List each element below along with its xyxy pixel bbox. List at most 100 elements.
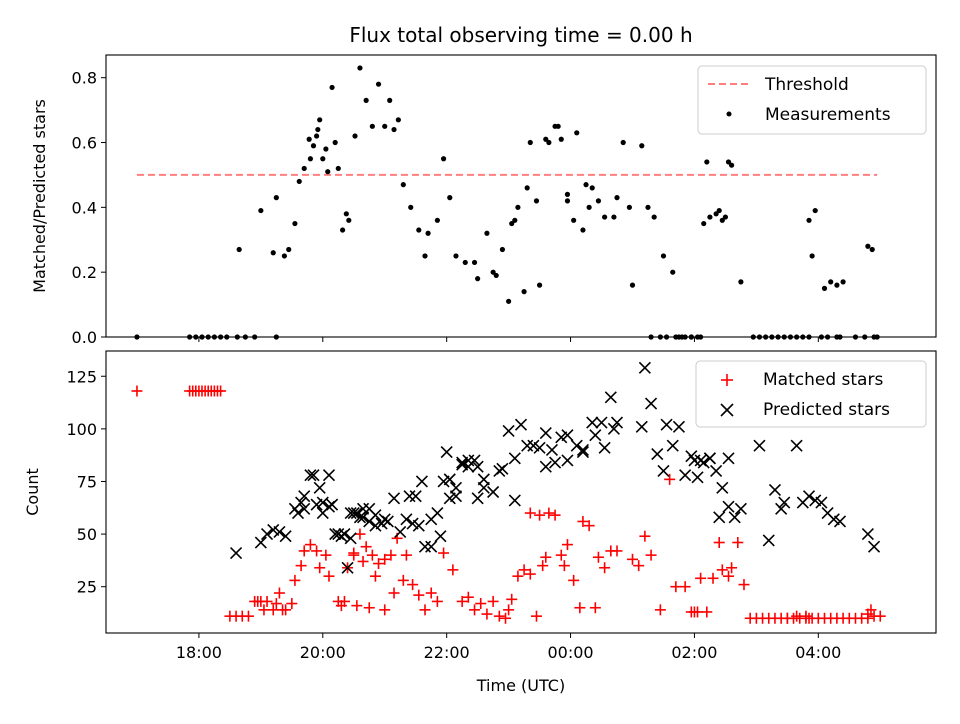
- predicted-star-point: [595, 416, 608, 429]
- measurement-point: [306, 136, 312, 142]
- matched-star-point: [348, 547, 360, 559]
- predicted-star-point: [502, 424, 515, 438]
- matched-star-point: [791, 610, 803, 622]
- matched-star-point: [369, 570, 381, 582]
- predicted-star-point: [604, 391, 617, 404]
- predicted-star-point: [400, 513, 413, 526]
- matched-star-point: [289, 574, 301, 586]
- predicted-star-point: [635, 420, 648, 433]
- predicted-star-point: [273, 525, 286, 539]
- predicted-star-point: [645, 397, 658, 410]
- matched-star-point: [357, 555, 369, 567]
- measurement-point: [270, 250, 276, 256]
- matched-star-point: [645, 549, 657, 561]
- predicted-star-point: [363, 515, 376, 528]
- matched-star-point: [286, 598, 298, 610]
- predicted-star-point: [545, 443, 559, 456]
- predicted-star-point: [768, 483, 782, 496]
- matched-star-point: [577, 515, 589, 527]
- matched-star-point: [323, 570, 335, 582]
- predicted-star-point: [703, 452, 716, 465]
- matched-star-point: [738, 579, 750, 591]
- predicted-star-point: [356, 502, 370, 515]
- matched-star-point: [379, 604, 391, 616]
- matched-star-point: [701, 606, 713, 618]
- predicted-star-point: [694, 454, 707, 467]
- top-panel: 0.00.20.40.60.8 Matched/Predicted stars …: [30, 54, 937, 347]
- predicted-star-point: [867, 540, 881, 553]
- predicted-star-point: [468, 454, 481, 467]
- measurement-point: [310, 143, 317, 149]
- x-tick-label: 22:00: [424, 643, 470, 662]
- matched-star-point: [360, 541, 372, 553]
- predicted-star-point: [688, 454, 701, 467]
- measurement-point: [821, 285, 828, 291]
- x-tick-label: 04:00: [795, 643, 841, 662]
- predicted-star-point: [462, 454, 475, 467]
- matched-star-point: [314, 562, 326, 574]
- predicted-star-point: [487, 485, 500, 499]
- predicted-star-point: [521, 439, 534, 452]
- predicted-star-point: [279, 530, 292, 543]
- measurement-point: [340, 227, 346, 233]
- matched-star-point: [493, 610, 505, 622]
- matched-star-point: [481, 608, 493, 620]
- predicted-star-point: [412, 519, 425, 532]
- top-y-tick-label: 0.8: [72, 69, 97, 88]
- predicted-star-point: [533, 441, 546, 454]
- top-y-tick-label: 0.0: [72, 328, 97, 347]
- measurement-point: [639, 143, 645, 149]
- predicted-star-point: [409, 490, 422, 503]
- predicted-star-point: [230, 546, 243, 560]
- predicted-star-point: [610, 416, 624, 429]
- predicted-star-point: [775, 502, 788, 515]
- measurement-point: [512, 217, 518, 223]
- measurement-point: [425, 230, 431, 236]
- matched-star-point: [561, 539, 573, 551]
- matched-star-point: [500, 612, 512, 624]
- matched-star-point: [304, 539, 316, 551]
- measurement-point: [701, 220, 707, 227]
- predicted-star-point: [344, 532, 357, 545]
- matched-star-point: [540, 551, 552, 563]
- predicted-star-point: [722, 500, 735, 513]
- predicted-star-point: [589, 429, 602, 442]
- predicted-star-point: [753, 439, 766, 452]
- matched-star-point: [599, 562, 611, 574]
- measurement-point: [273, 195, 279, 201]
- top-y-tick-label: 0.2: [72, 263, 97, 282]
- matched-star-point: [537, 560, 549, 572]
- matched-star-point: [438, 547, 450, 559]
- measurement-point: [651, 214, 657, 220]
- predicted-star-point: [326, 498, 339, 511]
- predicted-star-point: [861, 528, 874, 541]
- bottom-x-ticks: 18:00 20:00 22:00 00:00 02:00 04:00: [176, 633, 841, 662]
- bottom-y-tick-label: 100: [66, 420, 97, 439]
- matched-star-point: [716, 564, 728, 576]
- measurement-point: [670, 269, 676, 275]
- top-axes-frame: [105, 54, 937, 338]
- measurement-point: [329, 84, 335, 91]
- top-x-ticks: [198, 337, 819, 342]
- matched-star-point: [512, 570, 524, 582]
- matched-star-point: [524, 568, 536, 580]
- predicted-star-point: [576, 445, 590, 459]
- measurement-point: [447, 195, 453, 201]
- top-legend: Threshold Measurements: [697, 65, 927, 135]
- predicted-star-point: [666, 439, 679, 452]
- measurement-point: [416, 227, 422, 233]
- matched-star-point: [695, 572, 707, 584]
- matched-star-point: [131, 385, 143, 397]
- matched-star-point: [524, 507, 536, 519]
- measurement-point: [834, 282, 840, 288]
- measurement-point: [536, 282, 543, 288]
- matched-star-point: [373, 558, 385, 570]
- predicted-star-point: [304, 469, 317, 482]
- measurement-point: [286, 246, 292, 253]
- measurement-point: [527, 139, 533, 146]
- predicted-star-point: [254, 536, 267, 549]
- predicted-star-point: [539, 427, 552, 440]
- bottom-axes-frame: [105, 350, 937, 634]
- measurement-point: [335, 165, 341, 172]
- measurement-point: [728, 162, 735, 168]
